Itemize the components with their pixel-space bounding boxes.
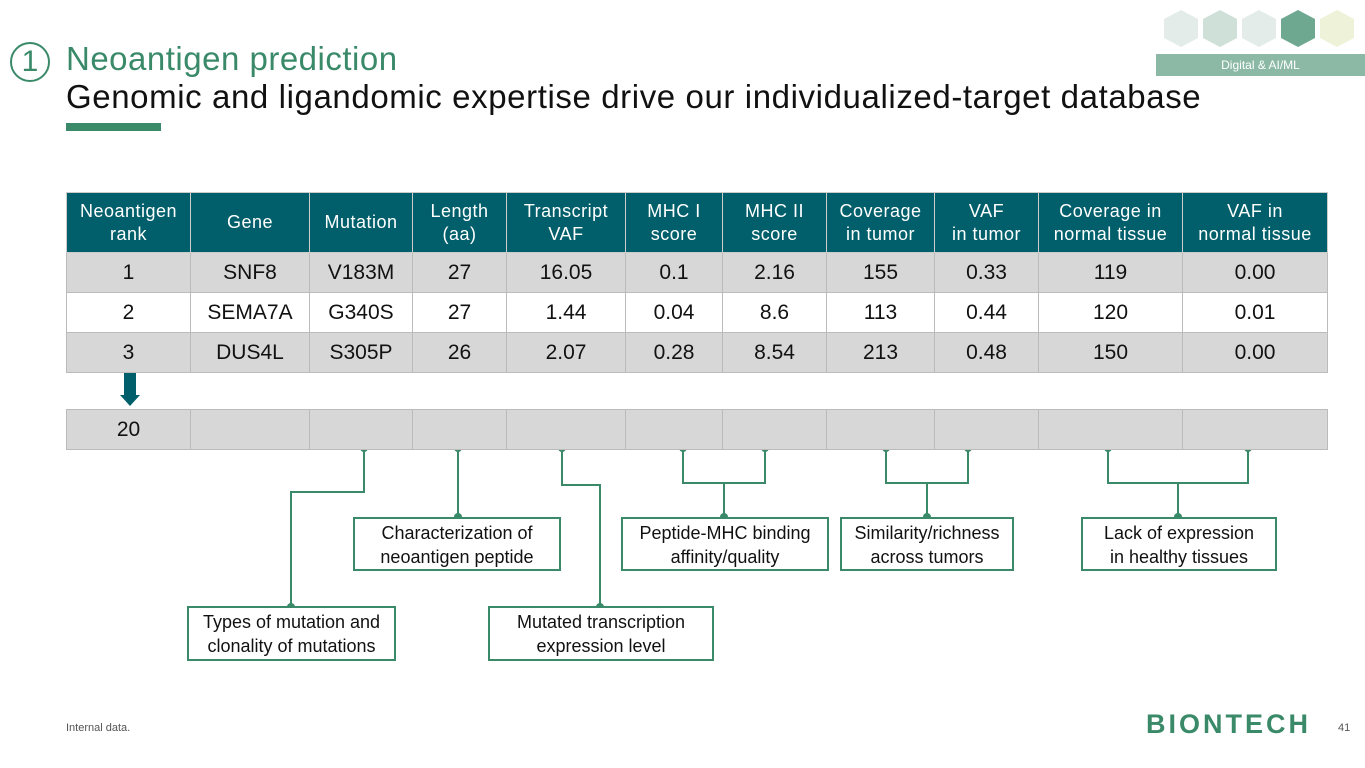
icons bbox=[1164, 10, 1354, 47]
cell: 213 bbox=[826, 332, 935, 373]
cell: 0.44 bbox=[934, 292, 1039, 333]
cell bbox=[506, 409, 626, 450]
table-row: 3 DUS4L S305P 26 2.07 0.28 8.54 213 0.48 150 0.00 bbox=[66, 332, 1328, 373]
header-cell: VAF in tumor bbox=[934, 192, 1039, 253]
cell bbox=[1038, 409, 1183, 450]
cell: 120 bbox=[1038, 292, 1183, 333]
cell: G340S bbox=[309, 292, 413, 333]
cell: 0.28 bbox=[625, 332, 723, 373]
rank-arrow bbox=[120, 370, 140, 406]
callout-box: Mutated transcription expression level bbox=[488, 606, 714, 661]
cell: 0.1 bbox=[625, 252, 723, 293]
cell: S305P bbox=[309, 332, 413, 373]
cell: 26 bbox=[412, 332, 507, 373]
cell: 27 bbox=[412, 292, 507, 333]
cell: 0.00 bbox=[1182, 252, 1328, 293]
connectors bbox=[290, 448, 1249, 607]
callout-box: Lack of expression in healthy tissues bbox=[1081, 517, 1277, 571]
footnote: Internal data. bbox=[66, 722, 131, 734]
cell bbox=[309, 409, 413, 450]
callout-box: Similarity/richness across tumors bbox=[840, 517, 1014, 571]
cell: 2 bbox=[66, 292, 191, 333]
header-cell: Gene bbox=[190, 192, 310, 253]
table-row: 20 bbox=[66, 409, 1328, 450]
cell bbox=[190, 409, 310, 450]
header-cell: MHC II score bbox=[722, 192, 827, 253]
cell: 119 bbox=[1038, 252, 1183, 293]
cell: 0.04 bbox=[625, 292, 723, 333]
cell: 27 bbox=[412, 252, 507, 293]
cell: 1.44 bbox=[506, 292, 626, 333]
cell bbox=[934, 409, 1039, 450]
cell: 150 bbox=[1038, 332, 1183, 373]
header-cell: MHC I score bbox=[625, 192, 723, 253]
cell: 8.54 bbox=[722, 332, 827, 373]
page-number: 41 bbox=[1338, 722, 1351, 734]
data-table: Neoantigen rank Gene Mutation Length (aa) Tr… bbox=[66, 192, 1328, 373]
cell: 2.07 bbox=[506, 332, 626, 373]
callout-box: Peptide-MHC binding affinity/quality bbox=[621, 517, 829, 571]
subtitle: Genomic and ligandomic expertise drive o… bbox=[66, 78, 1202, 115]
header-cell: VAF in normal tissue bbox=[1182, 192, 1328, 253]
logo: BIONTECH bbox=[1146, 709, 1311, 739]
header-cell: Coverage in tumor bbox=[826, 192, 935, 253]
cell: 113 bbox=[826, 292, 935, 333]
header-cell: Transcript VAF bbox=[506, 192, 626, 253]
header-cell: Mutation bbox=[309, 192, 413, 253]
badge: Digital & AI/ML bbox=[1156, 54, 1365, 76]
callout-box: Characterization of neoantigen peptide bbox=[353, 517, 561, 571]
header-cell: Length (aa) bbox=[412, 192, 507, 253]
cell bbox=[1182, 409, 1328, 450]
cell: 16.05 bbox=[506, 252, 626, 293]
table-row: 1 SNF8 V183M 27 16.05 0.1 2.16 155 0.33 119 0.00 bbox=[66, 252, 1328, 293]
cell: 155 bbox=[826, 252, 935, 293]
header-cell: Neoantigen rank bbox=[66, 192, 191, 253]
last-row-table: 20 bbox=[66, 409, 1328, 450]
cell: 0.01 bbox=[1182, 292, 1328, 333]
cell bbox=[722, 409, 827, 450]
title: Neoantigen prediction bbox=[66, 40, 398, 77]
section-number: 1 bbox=[10, 42, 50, 82]
cell: DUS4L bbox=[190, 332, 310, 373]
table-row: 2 SEMA7A G340S 27 1.44 0.04 8.6 113 0.44 120 0.01 bbox=[66, 292, 1328, 333]
callout-box: Types of mutation and clonality of mutat… bbox=[187, 606, 396, 661]
cell: 1 bbox=[66, 252, 191, 293]
cell bbox=[625, 409, 723, 450]
cell: 3 bbox=[66, 332, 191, 373]
cell: SNF8 bbox=[190, 252, 310, 293]
cell: V183M bbox=[309, 252, 413, 293]
cell: 8.6 bbox=[722, 292, 827, 333]
header-cell: Coverage in normal tissue bbox=[1038, 192, 1183, 253]
cell: SEMA7A bbox=[190, 292, 310, 333]
cell: 2.16 bbox=[722, 252, 827, 293]
cell: 0.00 bbox=[1182, 332, 1328, 373]
cell: 20 bbox=[66, 409, 191, 450]
cell: 0.33 bbox=[934, 252, 1039, 293]
cell bbox=[412, 409, 507, 450]
cell: 0.48 bbox=[934, 332, 1039, 373]
cell bbox=[826, 409, 935, 450]
title-rule bbox=[66, 123, 161, 131]
